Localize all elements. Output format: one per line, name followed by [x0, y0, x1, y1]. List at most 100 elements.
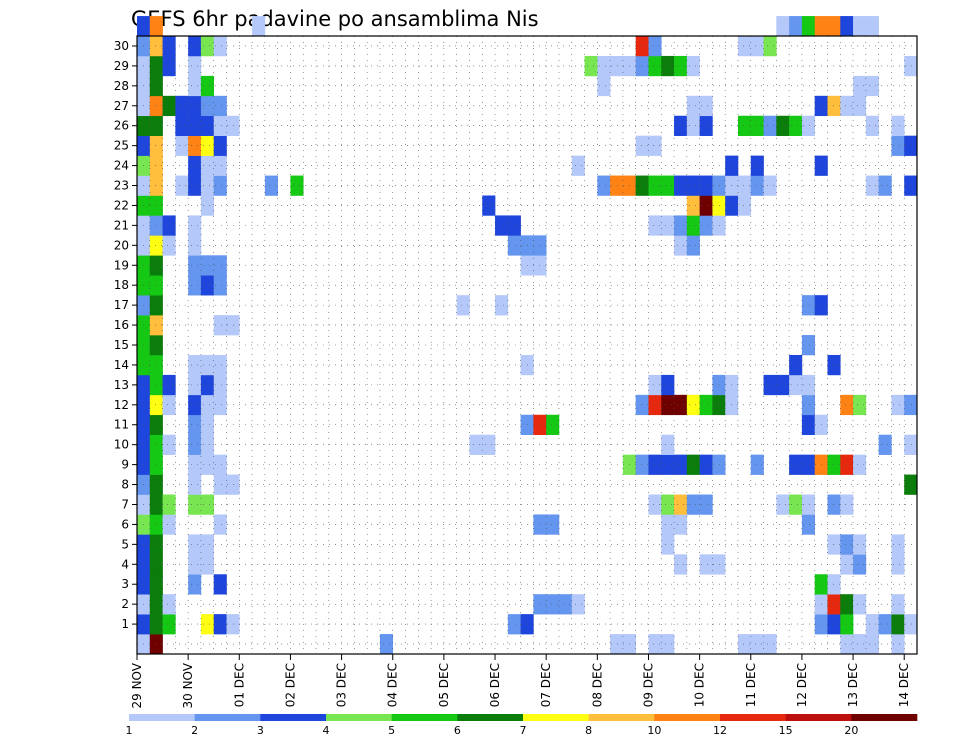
heatmap-cell — [200, 36, 215, 57]
heatmap-cell — [853, 454, 867, 475]
heatmap-cell — [200, 414, 215, 436]
y-tick-label: 9 — [121, 458, 129, 472]
heatmap-cell — [712, 554, 726, 575]
heatmap-cell — [558, 594, 573, 615]
heatmap-cell — [789, 494, 803, 515]
x-axis-ticks: 29 NOV 30 NOV 01 DEC 02 DEC 03 DEC 04 DEC 05 D… — [130, 654, 911, 709]
heatmap-cell — [200, 155, 215, 176]
heatmap-cell — [188, 275, 202, 296]
heatmap-cell — [200, 534, 215, 555]
heatmap-cell — [661, 454, 675, 475]
heatmap-cell — [661, 215, 675, 236]
heatmap-cell — [597, 75, 611, 97]
y-tick-label: 4 — [121, 557, 129, 571]
heatmap-cell — [200, 374, 215, 396]
heatmap-cell — [763, 36, 777, 57]
heatmap-cell — [213, 315, 227, 336]
y-tick-label: 14 — [114, 358, 129, 372]
heatmap-cell — [853, 634, 867, 655]
y-tick-label: 20 — [114, 238, 129, 252]
heatmap-cell — [188, 255, 202, 276]
heatmap-cell — [149, 634, 163, 655]
heatmap-cell — [162, 394, 176, 416]
heatmap-cell — [661, 374, 675, 396]
heatmap-cell — [789, 354, 803, 376]
heatmap-cell — [264, 175, 278, 196]
heatmap-cell — [801, 494, 816, 515]
heatmap-cell — [635, 55, 649, 77]
heatmap-cell — [610, 634, 624, 655]
heatmap-cell — [712, 175, 726, 196]
heatmap-cell — [763, 175, 777, 196]
heatmap-cell — [213, 574, 227, 595]
heatmap-cell — [891, 115, 905, 136]
heatmap-cell — [674, 554, 688, 575]
colorbar-swatch — [851, 714, 918, 721]
heatmap-cell — [213, 95, 227, 117]
heatmap-cell — [801, 335, 816, 356]
heatmap-cell — [482, 434, 496, 455]
heatmap-cell — [188, 374, 202, 396]
heatmap-cell — [686, 55, 700, 77]
heatmap-cell — [188, 175, 202, 196]
heatmap-cell — [213, 36, 227, 57]
heatmap-cell — [149, 554, 163, 575]
heatmap-cell — [149, 275, 163, 296]
y-tick-label: 8 — [121, 478, 129, 492]
heatmap-cell — [840, 494, 854, 515]
heatmap-cell — [648, 215, 662, 236]
heatmap-cell — [507, 215, 521, 236]
heatmap-cell — [546, 594, 560, 615]
y-tick-label: 13 — [114, 378, 129, 392]
heatmap-cell — [750, 155, 764, 176]
y-tick-label: 23 — [114, 179, 129, 193]
colorbar-tick-label: 15 — [779, 724, 793, 737]
colorbar-swatch — [654, 714, 721, 721]
y-tick-label: 30 — [114, 39, 129, 53]
heatmap-cell — [571, 594, 585, 615]
heatmap-cell — [674, 115, 688, 136]
heatmap-cell — [789, 16, 803, 37]
heatmap-cell — [648, 36, 662, 57]
heatmap-cell — [801, 115, 816, 136]
heatmap-cell — [801, 394, 816, 416]
heatmap-cell — [162, 374, 176, 396]
heatmap-cell — [750, 454, 764, 475]
heatmap-cell — [827, 354, 841, 376]
heatmap-cell — [801, 374, 816, 396]
heatmap-cell — [750, 115, 764, 136]
heatmap-cell — [776, 115, 790, 136]
heatmap-cell — [699, 115, 713, 136]
heatmap-cell — [213, 155, 227, 176]
heatmap-cell — [149, 335, 163, 356]
colorbar-swatch — [457, 714, 524, 721]
heatmap-cell — [149, 235, 163, 256]
heatmap-cell — [699, 175, 713, 196]
heatmap-cell — [648, 175, 662, 196]
heatmap-cell — [763, 374, 777, 396]
heatmap-cell — [686, 95, 700, 117]
heatmap-cell — [635, 135, 649, 156]
heatmap-cell — [865, 614, 879, 635]
heatmap-cell — [661, 634, 675, 655]
heatmap-cell — [200, 434, 215, 455]
y-tick-label: 27 — [114, 99, 129, 113]
colorbar-swatch — [391, 714, 458, 721]
y-tick-label: 6 — [121, 517, 129, 531]
heatmap-cell — [175, 135, 189, 156]
heatmap-cell — [149, 115, 163, 136]
heatmap-cell — [853, 16, 867, 37]
heatmap-cell — [648, 374, 662, 396]
y-tick-label: 22 — [114, 198, 129, 212]
colorbar-tick-label: 6 — [454, 724, 461, 737]
heatmap-cell — [149, 195, 163, 216]
heatmap-cell — [188, 215, 202, 236]
x-tick-label: 11 DEC — [744, 663, 758, 707]
heatmap-cell — [175, 115, 189, 136]
y-tick-label: 12 — [114, 398, 129, 412]
heatmap-cell — [776, 374, 790, 396]
heatmap-cell — [290, 175, 304, 196]
heatmap-cell — [546, 414, 560, 436]
heatmap-cell — [661, 434, 675, 455]
heatmap-cell — [188, 155, 202, 176]
